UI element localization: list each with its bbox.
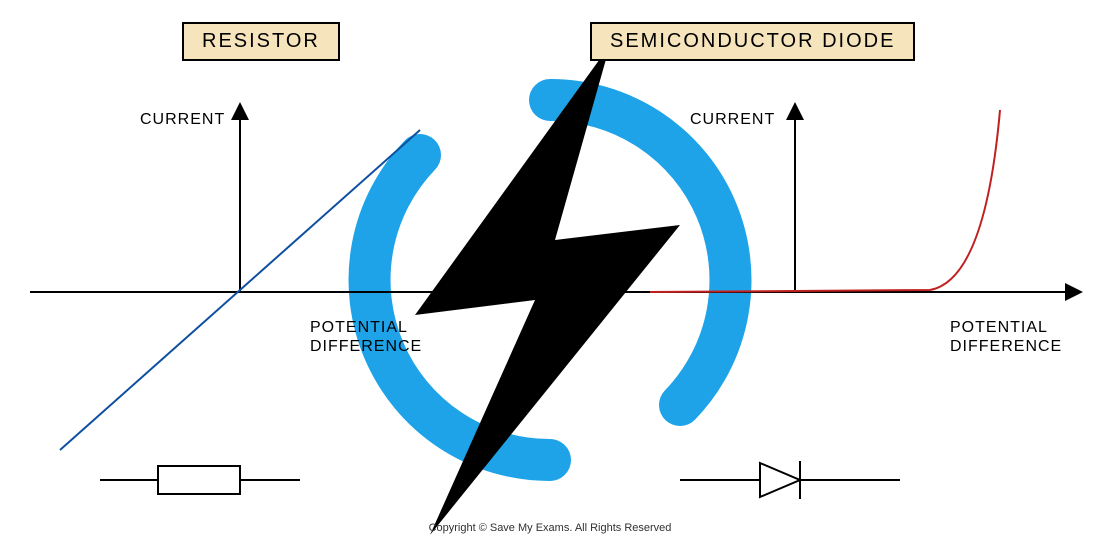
diode-axes [610, 105, 1080, 292]
resistor-symbol [100, 466, 300, 494]
graphs-layer [0, 0, 1100, 547]
diode-symbol [680, 461, 900, 499]
diode-iv-curve [650, 110, 1000, 292]
resistor-axes [30, 105, 555, 292]
